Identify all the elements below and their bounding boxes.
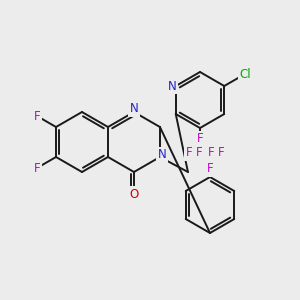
Text: F: F [196, 146, 202, 158]
Text: F: F [34, 161, 40, 175]
Text: F: F [208, 146, 214, 160]
Text: N: N [158, 148, 166, 161]
Text: F: F [34, 110, 40, 122]
Text: O: O [129, 188, 139, 200]
Text: Cl: Cl [240, 68, 251, 80]
Text: N: N [130, 103, 138, 116]
Text: F: F [185, 146, 192, 160]
Text: N: N [167, 80, 176, 92]
Text: F: F [197, 133, 203, 146]
Text: F: F [207, 162, 213, 175]
Text: F: F [218, 146, 224, 158]
